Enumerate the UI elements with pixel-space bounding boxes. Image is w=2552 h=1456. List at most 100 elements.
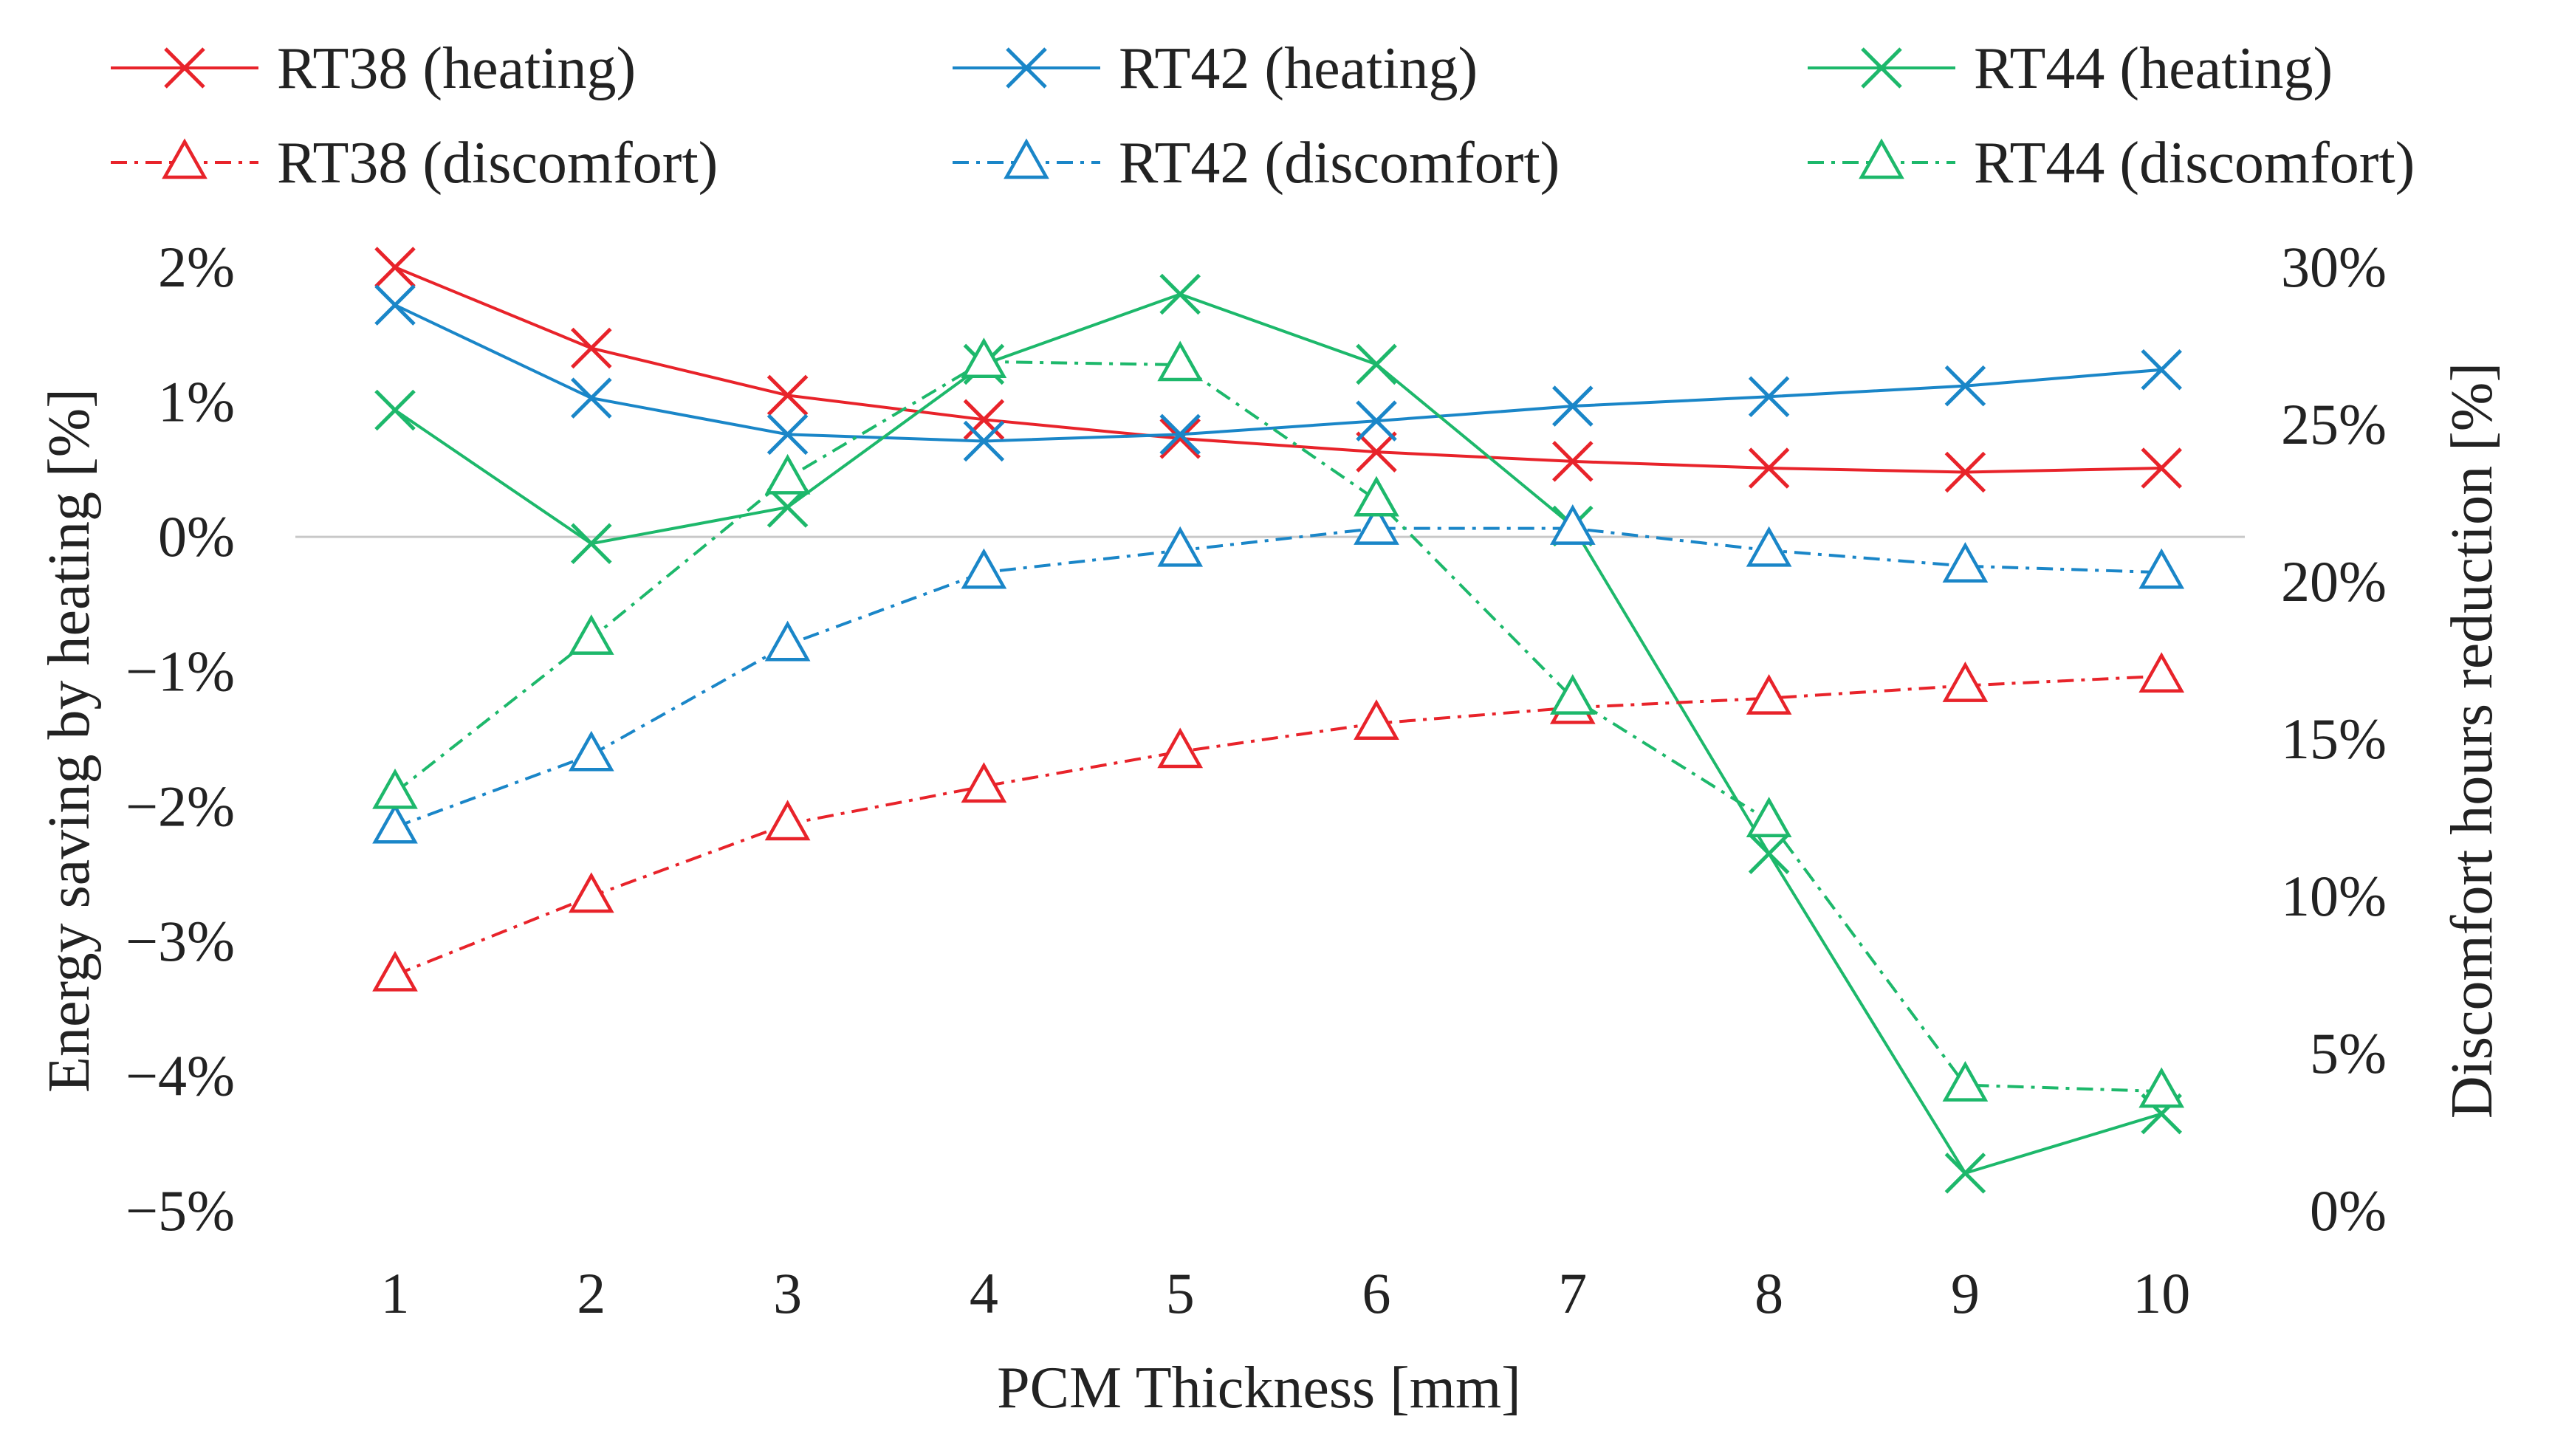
data-point-x-marker <box>1944 451 1986 493</box>
series-4 <box>372 652 2185 992</box>
data-point-x-marker <box>571 377 612 419</box>
data-point-triangle-marker <box>568 614 614 655</box>
series-line <box>394 303 2162 443</box>
y-tick-label: −4% <box>126 1043 235 1108</box>
left-y-axis-title: Energy saving by heating [%] <box>37 388 102 1093</box>
data-point-x-marker <box>1552 441 1594 482</box>
legend-item: RT42 (discomfort) <box>953 131 1560 196</box>
data-point-triangle-marker <box>568 872 614 913</box>
data-point-x-marker <box>963 420 1005 462</box>
data-point-x-marker <box>1552 385 1594 427</box>
data-point-triangle-marker <box>764 800 811 841</box>
data-point-triangle-marker <box>1157 727 1204 769</box>
data-point-triangle-marker <box>961 762 1007 803</box>
data-point-triangle-marker <box>764 620 811 662</box>
x-tick-label: 5 <box>1166 1261 1195 1325</box>
data-point-triangle-marker <box>764 453 811 495</box>
legend-marker <box>1006 47 1047 89</box>
y2-tick-label: 0% <box>2310 1178 2387 1243</box>
y2-tick-label: 20% <box>2281 549 2387 614</box>
y-tick-label: −5% <box>126 1178 235 1243</box>
data-point-triangle-marker <box>372 950 418 992</box>
data-point-x-marker <box>1159 273 1201 315</box>
legend-marker <box>162 138 207 179</box>
series-5 <box>372 504 2185 844</box>
data-point-triangle-marker <box>1942 542 1989 583</box>
x-tick-label: 2 <box>577 1261 606 1325</box>
data-point-triangle-marker <box>2138 548 2185 589</box>
data-point-x-marker <box>766 413 809 456</box>
series-3 <box>374 273 2182 1194</box>
data-point-triangle-marker <box>2138 652 2185 693</box>
series-line <box>394 526 2162 829</box>
legend-label: RT42 (discomfort) <box>1119 131 1560 196</box>
legend-item: RT42 (heating) <box>953 36 1478 101</box>
data-point-x-marker <box>1944 1153 1986 1194</box>
data-point-triangle-marker <box>1746 674 1792 715</box>
data-point-x-marker <box>571 327 612 369</box>
data-point-x-marker <box>1356 400 1397 442</box>
x-tick-label: 10 <box>2133 1261 2190 1325</box>
x-axis-ticks: 1 2 3 4 5 6 7 8 9 10 <box>381 1261 2191 1325</box>
y2-tick-label: 5% <box>2310 1021 2387 1085</box>
data-point-triangle-marker <box>372 803 418 844</box>
right-y-axis-ticks: 30% 25% 20% 15% 10% 5% 0% <box>2281 235 2387 1243</box>
data-point-triangle-marker <box>1746 797 1792 838</box>
legend-marker <box>1004 138 1049 179</box>
series-6 <box>372 337 2185 1108</box>
data-point-triangle-marker <box>2138 1067 2185 1108</box>
legend-marker <box>1861 47 1902 89</box>
legend-item: RT38 (discomfort) <box>111 131 718 196</box>
data-point-triangle-marker <box>1157 340 1204 382</box>
data-point-triangle-marker <box>961 337 1007 379</box>
data-point-triangle-marker <box>1942 1061 1989 1102</box>
y-tick-label: 1% <box>158 370 235 434</box>
data-point-triangle-marker <box>961 548 1007 589</box>
y2-tick-label: 25% <box>2281 392 2387 456</box>
x-tick-label: 6 <box>1362 1261 1391 1325</box>
data-point-x-marker <box>1944 365 1986 407</box>
legend: RT38 (heating) RT42 (heating) RT44 (heatin… <box>111 36 2415 196</box>
legend-item: RT44 (discomfort) <box>1808 131 2415 196</box>
data-point-triangle-marker <box>372 768 418 809</box>
data-point-x-marker <box>963 399 1005 441</box>
data-point-x-marker <box>1159 413 1201 456</box>
y-tick-label: 0% <box>158 504 235 569</box>
data-point-triangle-marker <box>1354 504 1399 545</box>
legend-label: RT38 (discomfort) <box>277 131 718 196</box>
series-line <box>394 266 2162 474</box>
data-point-triangle-marker <box>1746 526 1792 567</box>
legend-item: RT44 (heating) <box>1808 36 2333 101</box>
data-point-triangle-marker <box>1942 661 1989 702</box>
y-tick-label: −1% <box>126 639 235 704</box>
plot-series <box>372 247 2185 1194</box>
data-point-triangle-marker <box>1549 674 1596 715</box>
y-tick-label: −2% <box>126 774 235 838</box>
data-point-x-marker <box>1748 833 1790 874</box>
data-point-x-marker <box>374 389 416 431</box>
data-point-x-marker <box>2141 447 2182 489</box>
data-point-triangle-marker <box>1354 475 1399 517</box>
data-point-x-marker <box>1356 343 1397 385</box>
y2-tick-label: 15% <box>2281 707 2387 771</box>
legend-label: RT38 (heating) <box>277 36 636 101</box>
y2-tick-label: 30% <box>2281 235 2387 299</box>
data-point-triangle-marker <box>1157 526 1204 567</box>
legend-label: RT42 (heating) <box>1119 36 1478 101</box>
series-line <box>394 674 2162 977</box>
data-point-x-marker <box>766 374 809 416</box>
y-tick-label: −3% <box>126 909 235 973</box>
data-point-x-marker <box>1748 376 1790 418</box>
x-tick-label: 9 <box>1951 1261 1980 1325</box>
series-line <box>394 292 2162 1175</box>
legend-item: RT38 (heating) <box>111 36 636 101</box>
legend-label: RT44 (discomfort) <box>1974 131 2415 196</box>
legend-marker <box>1859 138 1904 179</box>
data-point-triangle-marker <box>1549 504 1596 545</box>
y-tick-label: 2% <box>158 235 235 299</box>
left-y-axis-ticks: 2% 1% 0% −1% −2% −3% −4% −5% <box>126 235 235 1243</box>
series-2 <box>374 284 2182 462</box>
data-point-triangle-marker <box>568 730 614 772</box>
x-axis-title: PCM Thickness [mm] <box>997 1356 1521 1421</box>
